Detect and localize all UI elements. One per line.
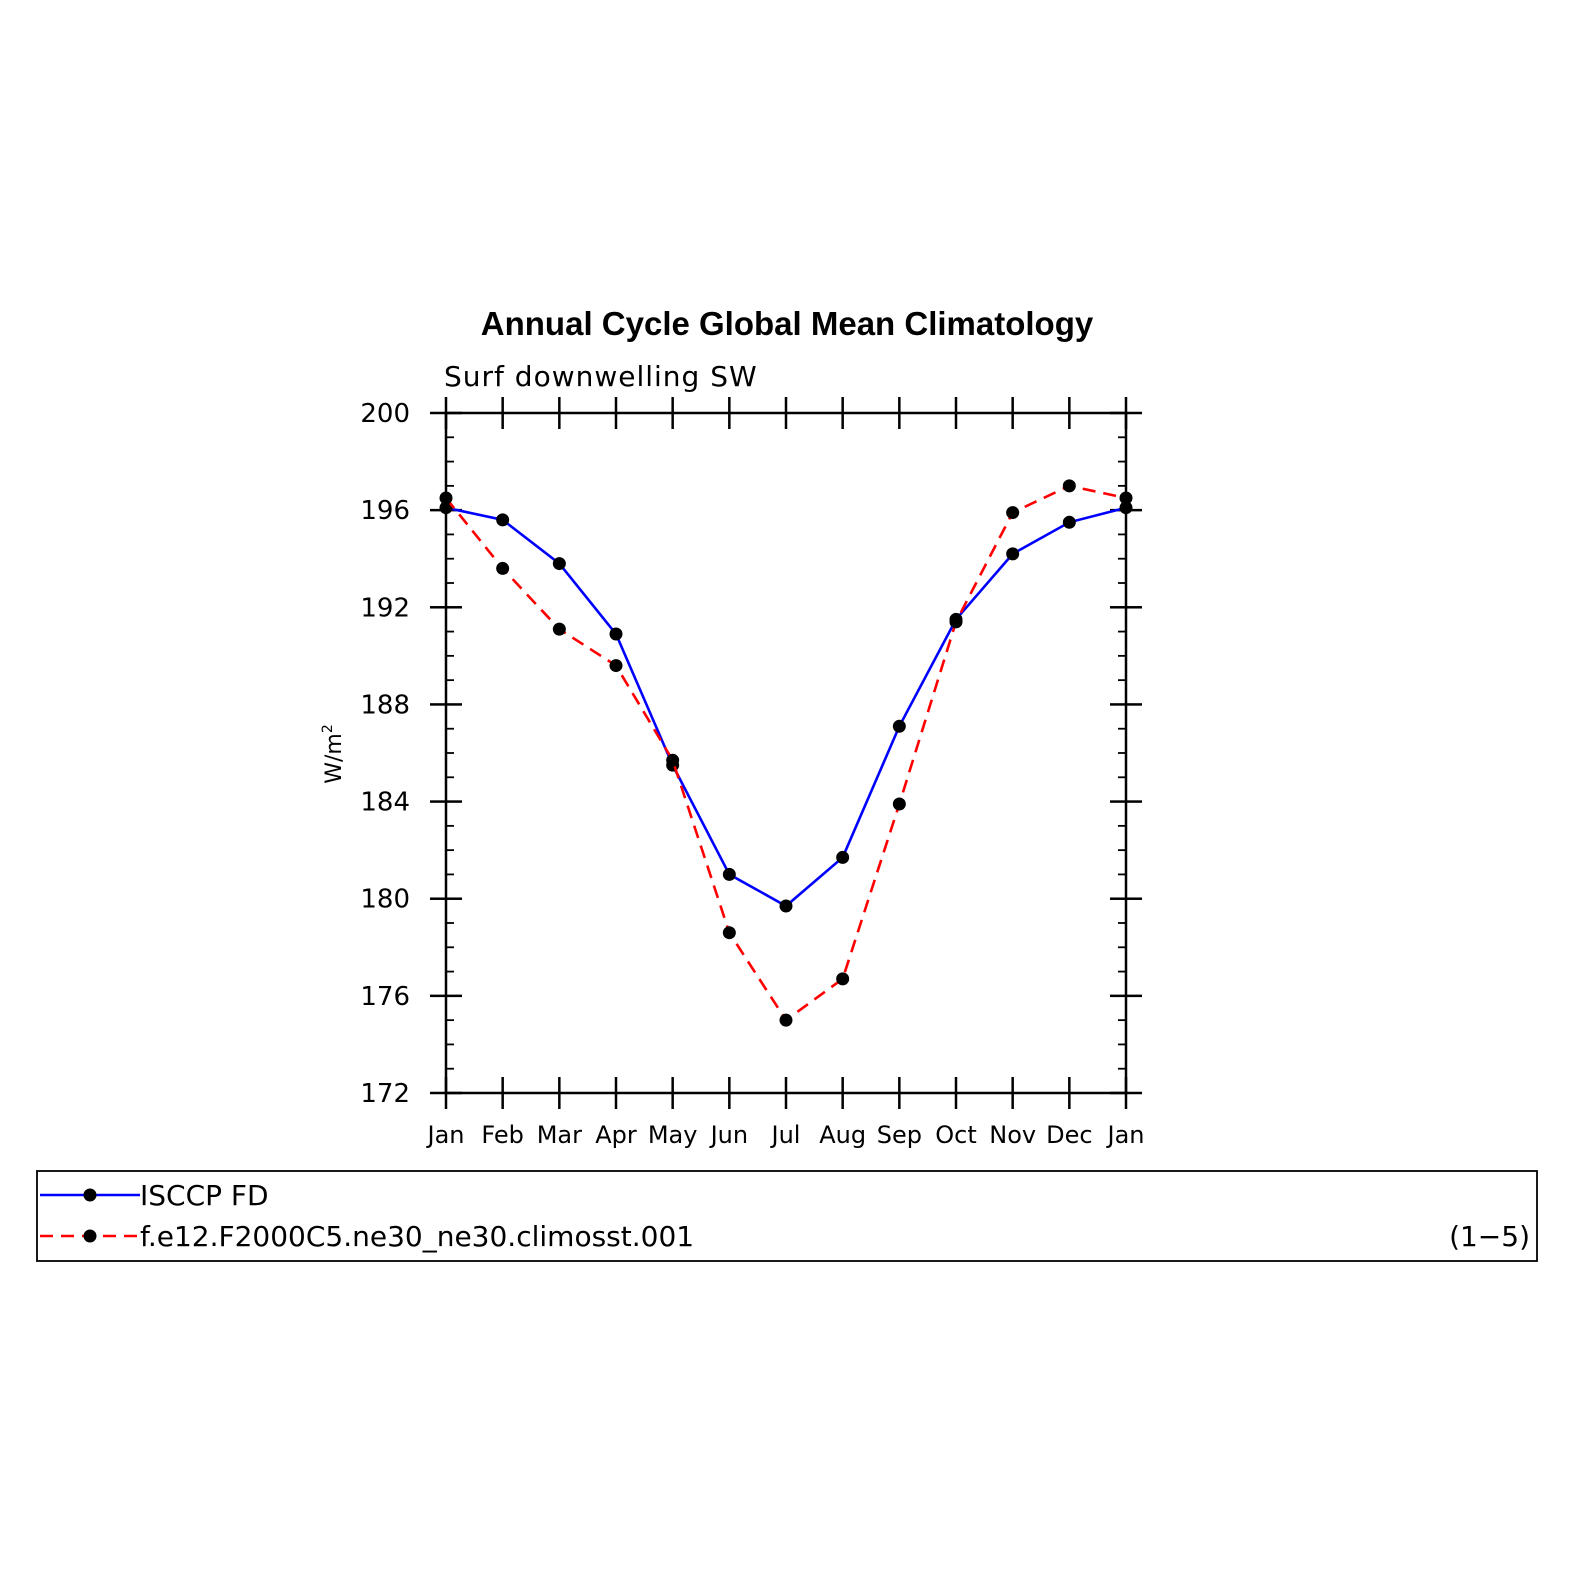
series-point xyxy=(1006,547,1020,561)
series-point xyxy=(836,850,850,864)
x-tick-label: Jul xyxy=(770,1121,801,1149)
x-tick-label: Mar xyxy=(537,1121,582,1149)
series-point xyxy=(892,719,906,733)
y-tick-label: 176 xyxy=(360,982,410,1012)
series-point xyxy=(1119,491,1133,505)
x-tick-label: Aug xyxy=(819,1121,866,1149)
chart-subtitle: Surf downwelling SW xyxy=(444,360,758,393)
series-point xyxy=(1062,515,1076,529)
series-point xyxy=(1062,479,1076,493)
series-point xyxy=(666,753,680,767)
x-tick-label: Jun xyxy=(709,1121,749,1149)
y-axis-label: W/m2 xyxy=(320,724,347,784)
y-tick-label: 188 xyxy=(360,690,410,720)
series-point xyxy=(779,899,793,913)
y-tick-label: 184 xyxy=(360,788,410,818)
x-tick-label: Jan xyxy=(426,1121,465,1149)
x-tick-label: Dec xyxy=(1046,1121,1092,1149)
series-point xyxy=(1119,501,1133,515)
x-tick-label: Feb xyxy=(481,1121,524,1149)
series-point xyxy=(439,501,453,515)
series-point xyxy=(552,557,566,571)
series-1 xyxy=(439,479,1133,1027)
legend-marker xyxy=(83,1188,97,1202)
axis-ticks xyxy=(430,397,1142,1109)
y-tick-label: 196 xyxy=(360,496,410,526)
y-tick-label: 172 xyxy=(360,1079,410,1109)
series-point xyxy=(496,513,510,527)
legend: ISCCP FD f.e12.F2000C5.ne30_ne30.climosst… xyxy=(40,1179,1530,1253)
series-point xyxy=(439,491,453,505)
x-tick-label: May xyxy=(648,1121,698,1149)
legend-entry-label: f.e12.F2000C5.ne30_ne30.climosst.001 xyxy=(140,1220,694,1253)
chart-title: Annual Cycle Global Mean Climatology xyxy=(481,305,1094,342)
x-tick-label: Jan xyxy=(1106,1121,1145,1149)
series-line xyxy=(445,506,1127,908)
series-point xyxy=(722,867,736,881)
y-axis-label-unit: W/m xyxy=(322,733,347,784)
y-axis-label-exponent: 2 xyxy=(320,724,336,733)
series-point xyxy=(949,615,963,629)
series-point xyxy=(892,797,906,811)
series-point xyxy=(779,1013,793,1027)
plot-frame xyxy=(444,411,1128,1095)
y-tick-label: 200 xyxy=(360,399,410,429)
x-tick-label: Sep xyxy=(877,1121,922,1149)
series-0 xyxy=(439,501,1133,913)
legend-marker xyxy=(83,1229,97,1243)
x-tick-label: Oct xyxy=(935,1121,977,1149)
series-line xyxy=(444,484,1127,1023)
series-point xyxy=(609,627,623,641)
tick-labels: Jan Feb Mar Apr May Jun Jul Aug Sep Oct Nov Dec Jan 1… xyxy=(360,399,1144,1149)
legend-note: (1−5) xyxy=(1449,1220,1530,1253)
series-point xyxy=(1006,506,1020,520)
x-tick-label: Apr xyxy=(595,1121,637,1149)
series-point xyxy=(552,622,566,636)
x-tick-label: Nov xyxy=(989,1121,1036,1149)
y-tick-label: 180 xyxy=(360,885,410,915)
y-tick-label: 192 xyxy=(360,593,410,623)
plot-series xyxy=(439,479,1133,1027)
legend-entry-label: ISCCP FD xyxy=(140,1179,269,1212)
series-point xyxy=(609,659,623,673)
series-point xyxy=(836,972,850,986)
series-point xyxy=(496,561,510,575)
series-point xyxy=(722,926,736,940)
legend-box xyxy=(36,1170,1538,1262)
